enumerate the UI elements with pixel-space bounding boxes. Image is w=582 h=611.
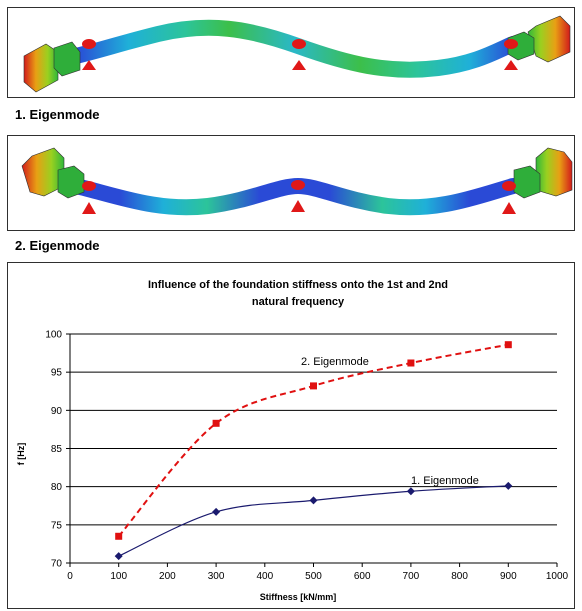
- x-tick-label: 900: [500, 571, 517, 582]
- series-2-point-300: [212, 419, 220, 427]
- mode1-fea-image: [7, 7, 575, 98]
- frequency-chart: Influence of the foundation stiffness on…: [7, 262, 575, 609]
- y-tick-label: 95: [51, 368, 63, 379]
- chart-title-line1: Influence of the foundation stiffness on…: [148, 279, 448, 291]
- x-tick-label: 300: [208, 571, 225, 582]
- mode1-caption: 1. Eigenmode: [15, 107, 100, 122]
- mode1-support-middle: [292, 39, 306, 70]
- x-tick-label: 1000: [546, 571, 569, 582]
- mode2-fea-image: [7, 135, 575, 231]
- series-2-point-500: [310, 382, 317, 390]
- mode2-support-middle: [291, 180, 305, 212]
- mode1-left-disk: [23, 41, 81, 93]
- series-2-point-100: [115, 532, 123, 540]
- y-tick-label: 75: [51, 520, 63, 531]
- series-1-point-500: [309, 496, 318, 505]
- mode2-caption: 2. Eigenmode: [15, 238, 100, 253]
- y-tick-label: 90: [51, 406, 63, 417]
- series-label-eigenmode-2: 2. Eigenmode: [301, 356, 369, 368]
- x-tick-label: 700: [403, 571, 420, 582]
- series: [114, 341, 513, 561]
- chart-title-line2: natural frequency: [252, 296, 345, 308]
- y-tick-label: 80: [51, 482, 63, 493]
- mode2-support-right: [502, 181, 516, 214]
- mode1-right-disk: [507, 15, 571, 63]
- series-2-point-900: [504, 341, 512, 349]
- x-tick-label: 200: [159, 571, 176, 582]
- gridlines: [70, 333, 557, 526]
- mode1-shaft: [68, 19, 521, 78]
- mode2-support-left: [82, 181, 96, 214]
- x-axis-title: Stiffness [kN/mm]: [260, 592, 337, 602]
- mode2-right-disk: [513, 147, 573, 199]
- mode2-fea-drawing: [21, 147, 573, 216]
- series-1-point-700: [406, 487, 415, 496]
- mode1-fea-drawing: [23, 15, 571, 93]
- y-tick-label: 85: [51, 444, 63, 455]
- y-tick-label: 70: [51, 559, 63, 570]
- series-1-point-100: [114, 552, 123, 561]
- x-tick-label: 0: [67, 571, 73, 582]
- y-axis-title: f [Hz]: [16, 443, 26, 466]
- x-tick-label: 800: [451, 571, 468, 582]
- axes: [66, 333, 558, 567]
- series-label-eigenmode-1: 1. Eigenmode: [411, 475, 479, 487]
- x-tick-label: 500: [305, 571, 322, 582]
- frequency-chart-svg: Influence of the foundation stiffness on…: [16, 279, 569, 602]
- series-1-point-900: [504, 481, 513, 490]
- mode1-support-left: [82, 39, 96, 70]
- mode2-left-disk: [21, 147, 85, 199]
- x-tick-label: 600: [354, 571, 371, 582]
- y-tick-label: 100: [45, 330, 62, 341]
- x-tick-label: 100: [110, 571, 127, 582]
- series-2-point-700: [407, 359, 415, 367]
- mode1-support-right: [504, 39, 518, 70]
- x-tick-label: 400: [256, 571, 273, 582]
- series-1-point-300: [212, 507, 221, 516]
- series-line-2: [117, 343, 509, 537]
